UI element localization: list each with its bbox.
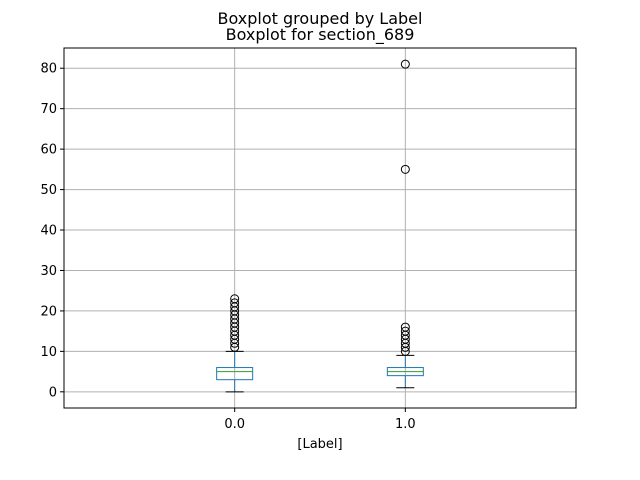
y-tick-label: 80 <box>40 62 57 77</box>
outlier-point <box>400 59 410 69</box>
x-tick-label: 1.0 <box>395 417 416 432</box>
box-series <box>216 59 424 393</box>
figure-suptitle: Boxplot grouped by Label <box>218 9 423 28</box>
chart-title: Boxplot for section_689 <box>226 25 415 45</box>
y-tick-label: 70 <box>40 102 57 117</box>
outlier-point <box>230 298 240 308</box>
y-tick-label: 30 <box>40 264 57 279</box>
y-tick-label: 50 <box>40 183 57 198</box>
outlier-point <box>400 326 410 336</box>
y-tick-label: 10 <box>40 345 57 360</box>
outlier-point <box>400 322 410 332</box>
grid-lines <box>64 48 576 408</box>
plot-frame <box>63 47 577 409</box>
x-axis-label: [Label] <box>297 437 342 452</box>
y-tick-label: 40 <box>40 224 57 239</box>
y-tick-label: 60 <box>40 143 57 158</box>
x-axis: 0.0 1.0 <box>224 408 416 432</box>
box <box>216 367 254 381</box>
outlier-point <box>400 164 410 174</box>
y-tick-label: 0 <box>49 385 57 400</box>
box-group <box>216 294 254 393</box>
x-tick-label: 0.0 <box>224 417 245 432</box>
y-tick-label: 20 <box>40 304 57 319</box>
box-group <box>386 59 424 389</box>
outlier-point <box>230 294 240 304</box>
y-axis: 0 10 20 30 40 50 60 70 80 <box>40 62 64 400</box>
